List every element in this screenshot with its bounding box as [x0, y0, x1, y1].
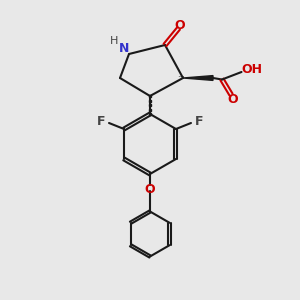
Text: O: O [175, 19, 185, 32]
Text: ···: ··· [178, 74, 185, 82]
Text: OH: OH [242, 62, 262, 76]
Polygon shape [183, 76, 213, 80]
Text: O: O [227, 92, 238, 106]
Text: F: F [97, 115, 106, 128]
Text: F: F [195, 115, 204, 128]
Text: H: H [110, 35, 118, 46]
Text: O: O [145, 183, 155, 196]
Text: N: N [118, 42, 129, 55]
